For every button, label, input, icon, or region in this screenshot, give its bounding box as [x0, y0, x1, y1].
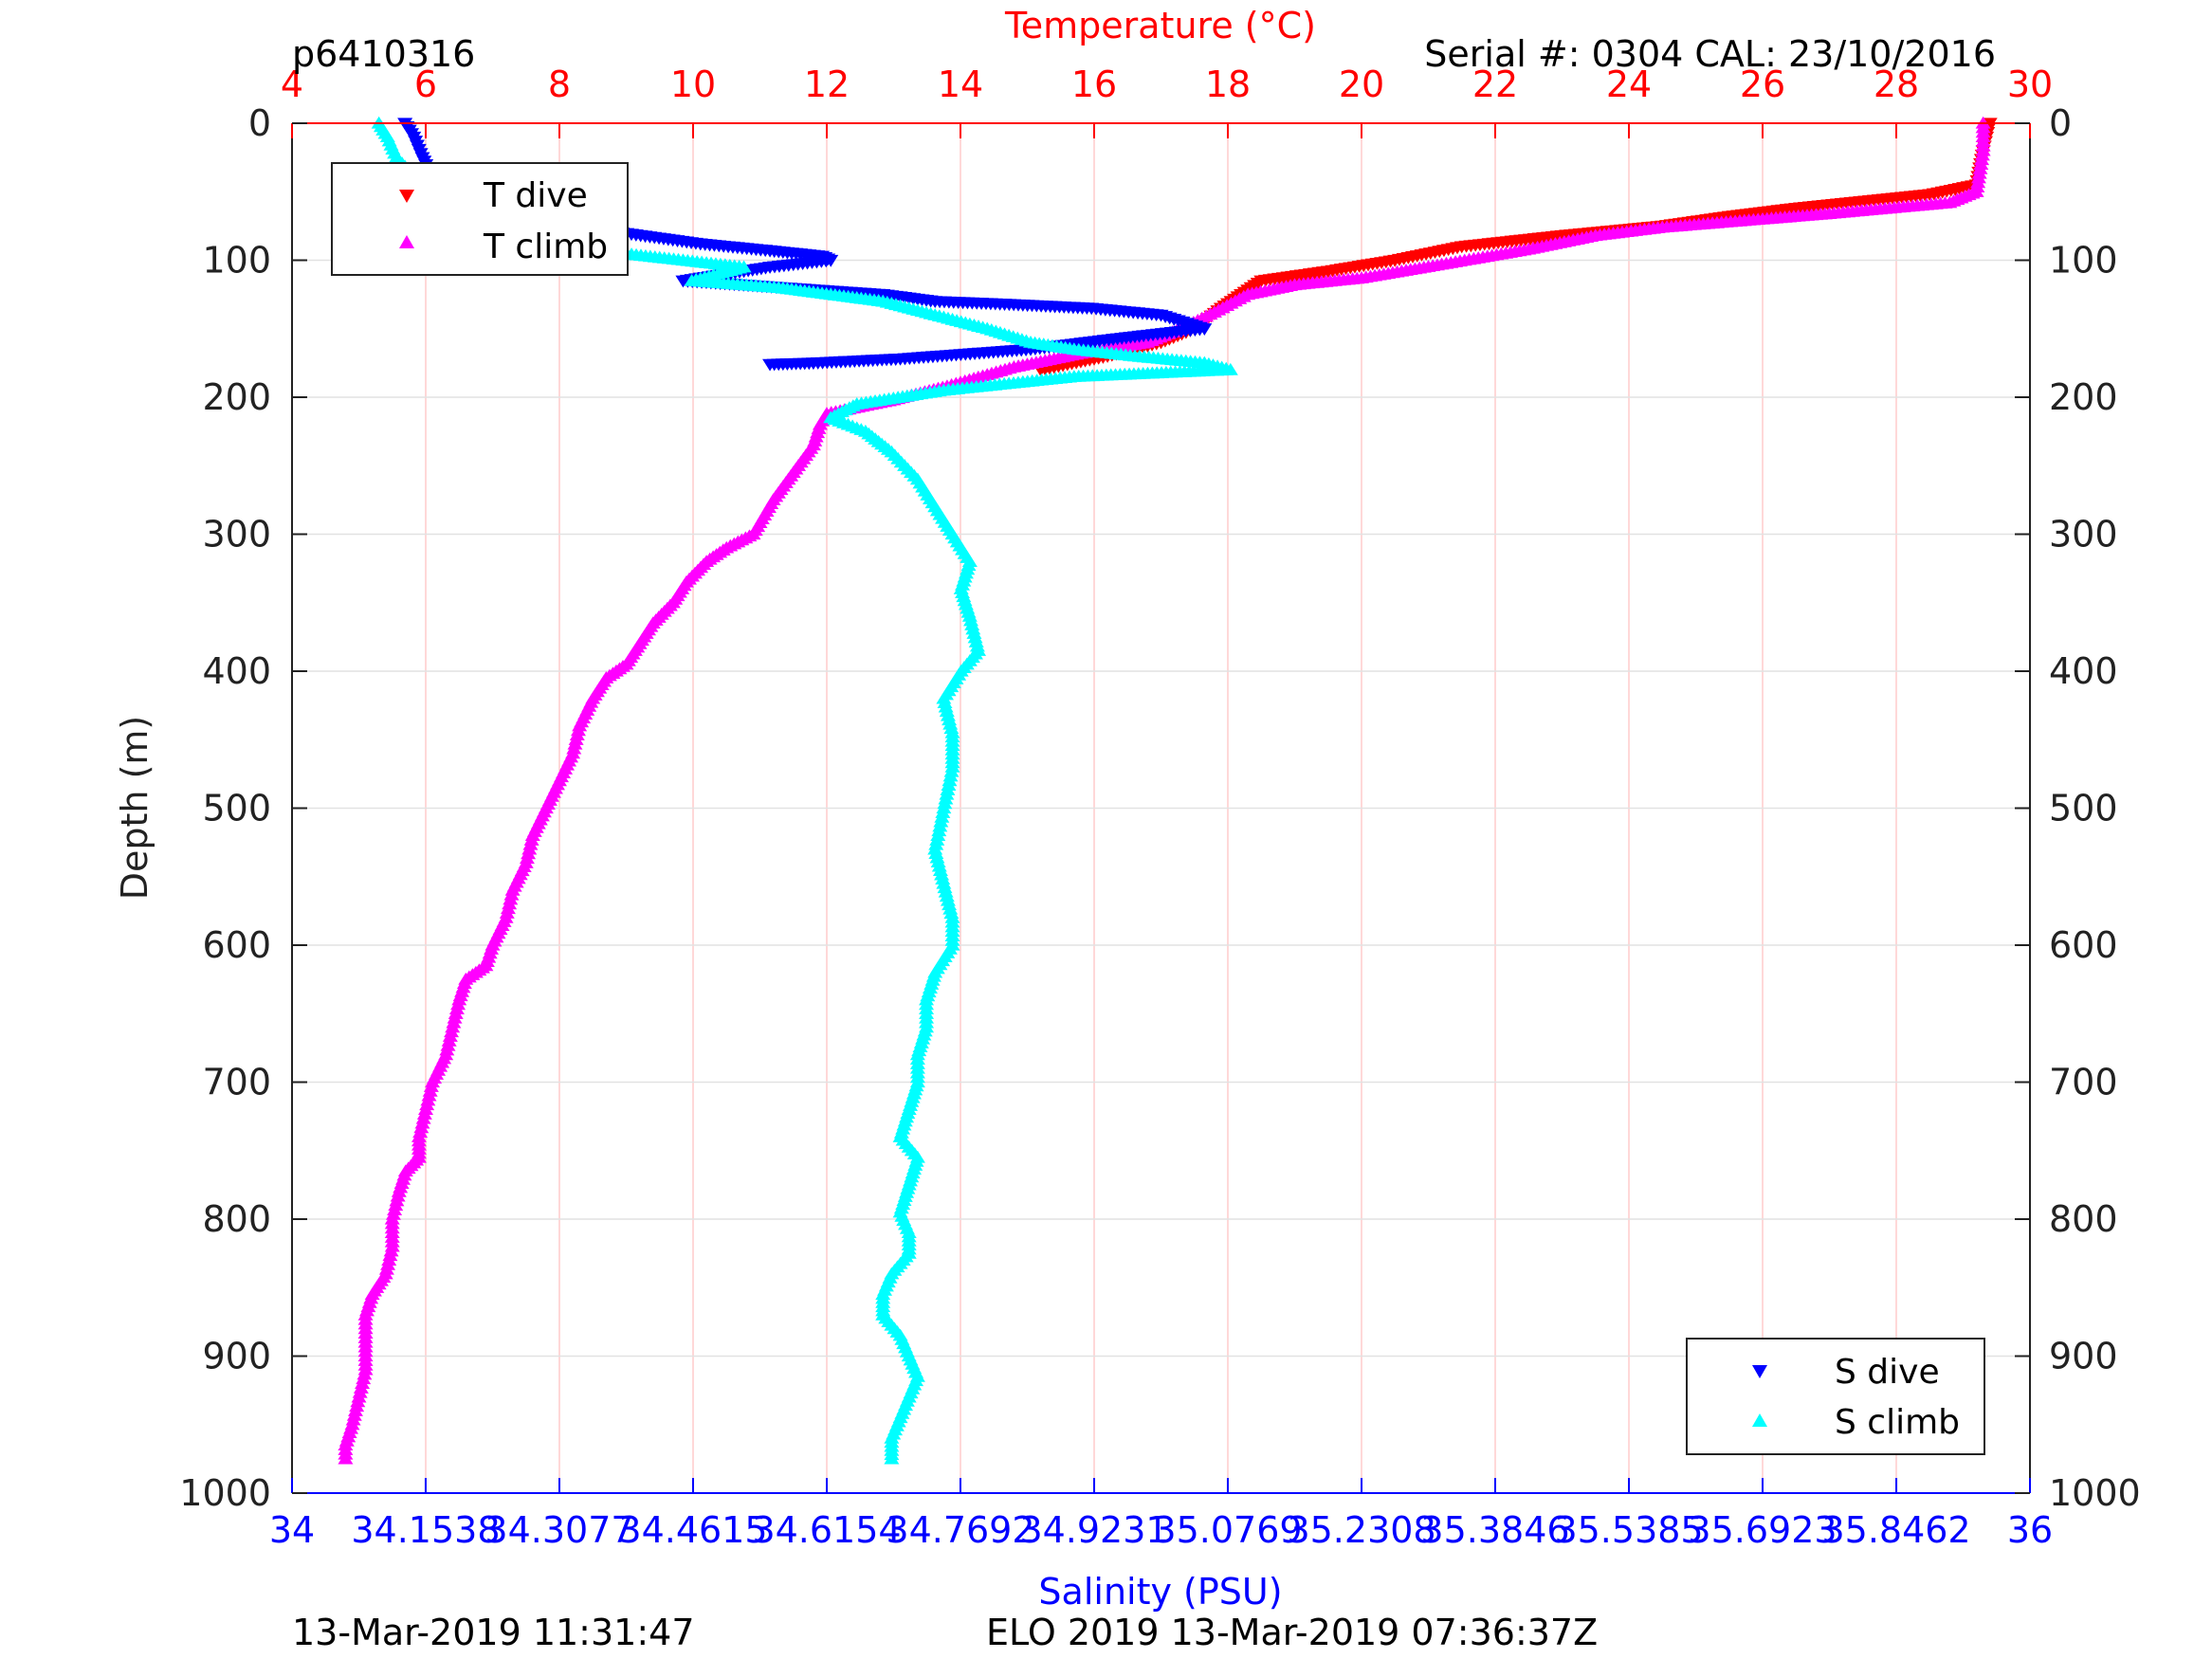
- temperature-tick-label: 22: [1472, 64, 1518, 105]
- depth-tick-label-left: 300: [202, 514, 271, 556]
- depth-tick-label-right: 200: [2049, 376, 2118, 418]
- bottom-axis-label: Salinity (PSU): [1038, 1571, 1282, 1613]
- data-marker: [338, 1451, 354, 1465]
- temperature-tick-label: 8: [548, 64, 571, 105]
- depth-tick-label-right: 500: [2049, 788, 2118, 830]
- temperature-tick-label: 6: [414, 64, 437, 105]
- salinity-tick-label: 35.8462: [1821, 1509, 1970, 1551]
- depth-tick-label-right: 800: [2049, 1198, 2118, 1240]
- depth-tick-label-left: 1000: [179, 1472, 271, 1514]
- depth-tick-label-left: 100: [202, 240, 271, 282]
- top-axis-label: Temperature (°C): [1004, 5, 1316, 46]
- serial-cal-info: Serial #: 0304 CAL: 23/10/2016: [1424, 33, 1996, 75]
- temperature-tick-label: 20: [1339, 64, 1384, 105]
- salinity-tick-label: 35.6923: [1688, 1509, 1837, 1551]
- depth-tick-label-right: 900: [2049, 1336, 2118, 1377]
- legend-s-dive-marker: [1752, 1365, 1767, 1378]
- legend-s-dive-label: S dive: [1835, 1353, 1940, 1392]
- depth-tick-label-left: 800: [202, 1198, 271, 1240]
- depth-tick-label-right: 600: [2049, 924, 2118, 966]
- legend-t-dive-label: T dive: [483, 176, 588, 215]
- depth-tick-label-left: 600: [202, 924, 271, 966]
- temperature-tick-label: 14: [938, 64, 983, 105]
- footer-mission: ELO 2019 13-Mar-2019 07:36:37Z: [986, 1612, 1598, 1653]
- salinity-tick-label: 35.0769: [1153, 1509, 1302, 1551]
- depth-tick-label-left: 200: [202, 376, 271, 418]
- legend-t-climb-label: T climb: [483, 228, 608, 266]
- depth-tick-label-right: 300: [2049, 514, 2118, 556]
- salinity-tick-label: 34.7692: [886, 1509, 1034, 1551]
- salinity-tick-label: 34.1538: [351, 1509, 500, 1551]
- salinity-tick-label: 35.2308: [1287, 1509, 1435, 1551]
- data-marker: [762, 358, 778, 372]
- salinity-tick-label: 34.4615: [618, 1509, 767, 1551]
- depth-tick-label-left: 700: [202, 1062, 271, 1103]
- legend-salinity: S dive S climb: [1686, 1338, 1985, 1455]
- temperature-tick-label: 16: [1071, 64, 1117, 105]
- depth-tick-label-right: 700: [2049, 1062, 2118, 1103]
- salinity-tick-label: 34.3077: [484, 1509, 633, 1551]
- salinity-tick-label: 34: [269, 1509, 315, 1551]
- temperature-tick-label: 10: [670, 64, 716, 105]
- depth-tick-label-left: 400: [202, 650, 271, 692]
- grid-lines: [292, 123, 2030, 1493]
- legend-s-climb-label: S climb: [1835, 1403, 1960, 1442]
- depth-tick-label-right: 400: [2049, 650, 2118, 692]
- temperature-tick-label: 28: [1874, 64, 1919, 105]
- legend-s-climb-marker: [1752, 1413, 1767, 1427]
- legend-t-climb-marker: [399, 235, 414, 248]
- temperature-tick-label: 12: [804, 64, 850, 105]
- temperature-tick-label: 18: [1205, 64, 1251, 105]
- depth-tick-label-left: 0: [248, 102, 271, 144]
- depth-tick-label-right: 1000: [2049, 1472, 2141, 1514]
- salinity-tick-label: 34.6154: [752, 1509, 901, 1551]
- temperature-tick-label: 24: [1606, 64, 1652, 105]
- data-marker: [884, 1451, 900, 1465]
- depth-tick-label-right: 100: [2049, 240, 2118, 282]
- salinity-tick-label: 34.9231: [1019, 1509, 1168, 1551]
- depth-tick-label-left: 500: [202, 788, 271, 830]
- depth-tick-label-left: 900: [202, 1336, 271, 1377]
- legend-temperature: T dive T climb: [331, 162, 629, 276]
- axis-ticks: 4 6 8 10 12 14 16 18 20 22 24 26 28 30 34 34.153834.307…: [179, 64, 2140, 1551]
- salinity-tick-label: 35.3846: [1420, 1509, 1569, 1551]
- salinity-tick-label: 36: [2007, 1509, 2053, 1551]
- footer-timestamp: 13-Mar-2019 11:31:47: [292, 1612, 695, 1653]
- depth-tick-label-right: 0: [2049, 102, 2072, 144]
- y-axis-label: Depth (m): [114, 716, 155, 901]
- legend-t-dive-marker: [399, 190, 414, 203]
- profile-id: p6410316: [292, 33, 475, 75]
- temperature-tick-label: 26: [1740, 64, 1785, 105]
- salinity-tick-label: 35.5385: [1554, 1509, 1703, 1551]
- temperature-tick-label: 4: [281, 64, 303, 105]
- temperature-tick-label: 30: [2007, 64, 2053, 105]
